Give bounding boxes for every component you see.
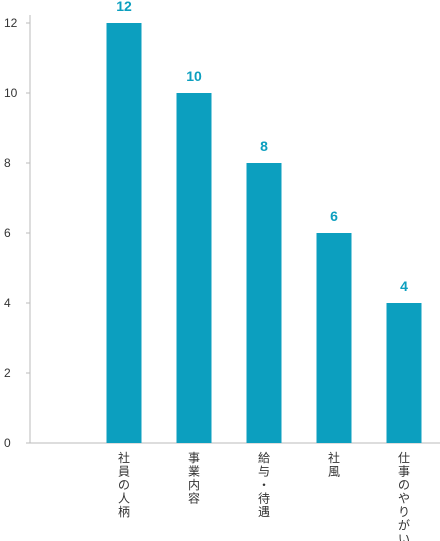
- bar-value-label: 6: [330, 208, 338, 224]
- y-tick-label: 2: [4, 366, 11, 380]
- value-labels: 12 10 8 6 4: [116, 0, 408, 294]
- y-tick-label: 12: [4, 16, 18, 30]
- bar: [106, 23, 142, 443]
- chart-axes: [29, 15, 440, 444]
- y-tick-label: 0: [4, 436, 11, 450]
- category-label: 事業内容: [188, 451, 200, 506]
- bar-value-label: 12: [116, 0, 132, 14]
- category-label: 仕事のやりがい: [398, 451, 410, 541]
- bar: [316, 233, 352, 443]
- y-tick-label: 10: [4, 86, 18, 100]
- category-label: 社員の人柄: [118, 450, 130, 519]
- bar: [386, 303, 422, 443]
- bar-value-label: 4: [400, 278, 408, 294]
- bar-value-label: 10: [186, 68, 202, 84]
- bars: [106, 23, 422, 443]
- bar-value-label: 8: [260, 138, 268, 154]
- y-tick-label: 6: [4, 226, 11, 240]
- bar: [246, 163, 282, 443]
- category-label: 給与・待遇: [258, 451, 270, 519]
- category-label: 社風: [328, 450, 340, 479]
- y-tick-label: 4: [4, 296, 11, 310]
- y-axis-ticks: 0 2 4 6 8 10 12: [4, 16, 30, 450]
- y-tick-label: 8: [4, 156, 11, 170]
- bar: [176, 93, 212, 443]
- category-labels: 社員の人柄 事業内容 給与・待遇 社風 仕事のやりがい: [118, 450, 410, 541]
